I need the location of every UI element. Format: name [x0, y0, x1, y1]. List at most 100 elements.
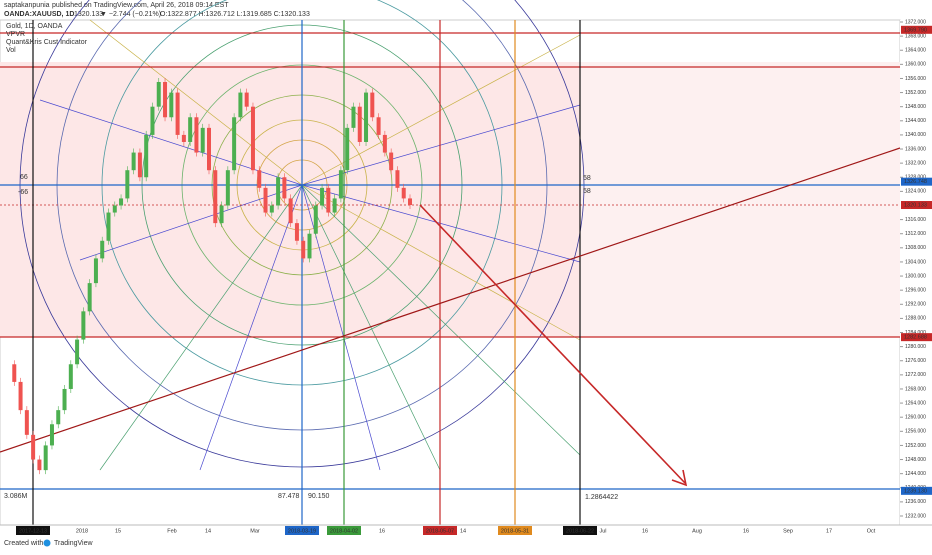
price-badge-label: 1239.130: [904, 488, 927, 494]
legend: Vol: [6, 47, 16, 54]
price-label: 1316.000: [905, 217, 926, 223]
time-label: 2018-05-31: [501, 528, 529, 534]
time-label: 2018: [76, 528, 88, 534]
time-label: Oct: [867, 528, 876, 534]
annotation: 90.150: [308, 493, 330, 500]
candle: [144, 134, 149, 178]
candle: [320, 187, 325, 206]
time-label: 14: [205, 528, 211, 534]
price-label: 1280.000: [905, 344, 926, 350]
ohlc: O:1322.877 H:1326.712 L:1319.685 C:1320.…: [160, 11, 310, 18]
candle: [119, 198, 124, 206]
ray: [89, 19, 303, 186]
price-label: 1312.000: [905, 231, 926, 237]
candle: [131, 152, 136, 171]
annotation: 58: [583, 175, 591, 182]
price-label: 1328.000: [905, 175, 926, 181]
candle: [357, 106, 362, 142]
logo: [43, 539, 51, 547]
time-badge: [563, 526, 597, 535]
candle: [75, 339, 80, 365]
price-label: 1324.000: [905, 189, 926, 195]
price-label: 1348.000: [905, 104, 926, 110]
price-label: 1332.000: [905, 160, 926, 166]
time-axis: 2017-12-13 2018 15 Feb 14 Mar 2018-03-19 2018-0…: [0, 524, 932, 535]
price-label: 1244.000: [905, 471, 926, 477]
ray: [199, 184, 303, 471]
candle: [232, 117, 237, 171]
price-label: 1296.000: [905, 287, 926, 293]
chart-area: Gold, 1D, OANDA VPVR Quant&Kris Cust Ind…: [0, 0, 901, 526]
candle: [313, 205, 318, 234]
candle: [150, 106, 155, 135]
footer[interactable]: TradingView: [54, 540, 93, 547]
candle: [401, 187, 406, 199]
candles: [12, 77, 412, 475]
candle: [276, 177, 281, 206]
candle: [31, 434, 36, 460]
candle: [382, 134, 387, 153]
candle: [12, 364, 17, 382]
arrow-head: [671, 469, 688, 487]
candle: [181, 134, 186, 142]
price-label: 1284.000: [905, 330, 926, 336]
price-label: 1264.000: [905, 400, 926, 406]
price-badge: [901, 201, 932, 210]
candle: [376, 117, 381, 135]
candle: [269, 205, 274, 213]
candle: [207, 127, 211, 171]
time-label: 2018-04-02: [330, 528, 358, 534]
price-label: 1340.000: [905, 132, 926, 138]
candle: [345, 127, 350, 171]
price-badge: [901, 177, 932, 186]
candle: [338, 170, 343, 199]
price-badge-label: 1320.133: [904, 202, 927, 208]
price-label: 1272.000: [905, 372, 926, 378]
annotation: 58: [583, 188, 591, 195]
candle: [81, 311, 86, 340]
candle: [56, 410, 61, 425]
ray: [301, 184, 441, 471]
candle: [244, 92, 249, 107]
candle: [112, 205, 117, 213]
ray: [301, 104, 581, 186]
price-label: 1288.000: [905, 316, 926, 322]
price-label: 1336.000: [905, 146, 926, 152]
time-label: Mar: [250, 528, 260, 534]
price-label: 1352.000: [905, 90, 926, 96]
time-label: 2018-03-19: [288, 528, 316, 534]
time-badge: [498, 526, 532, 535]
candle: [163, 81, 168, 118]
candle: [68, 364, 73, 389]
candle: [37, 459, 42, 471]
candle: [100, 240, 105, 259]
time-badge: [327, 526, 361, 535]
price-badge-label: 1369.790: [904, 27, 927, 33]
price-label: 1248.000: [905, 457, 926, 463]
candle: [213, 170, 218, 224]
annotation: -66: [18, 189, 28, 196]
price-badge-label: 1326.748: [904, 179, 927, 185]
candle: [332, 198, 337, 213]
arrow: [419, 204, 686, 484]
price-label: 1360.000: [905, 62, 926, 68]
candle: [301, 240, 306, 259]
time-label: 14: [460, 528, 466, 534]
price-label: 1304.000: [905, 259, 926, 265]
author[interactable]: saptakanpunia: [4, 2, 50, 9]
candle: [200, 127, 205, 153]
ray: [301, 184, 581, 341]
price-label: 1372.000: [905, 19, 926, 25]
legend: Gold, 1D, OANDA: [6, 23, 63, 30]
candle: [294, 223, 299, 241]
price-badge: [901, 333, 932, 342]
price-label: 1276.000: [905, 358, 926, 364]
zone: [580, 62, 900, 337]
candle: [282, 177, 287, 199]
time-label: 16: [379, 528, 385, 534]
candle: [156, 81, 161, 107]
price-label: 1232.000: [905, 513, 926, 519]
time-label: 16: [743, 528, 749, 534]
price-label: 1260.000: [905, 415, 926, 421]
candle: [194, 117, 199, 153]
